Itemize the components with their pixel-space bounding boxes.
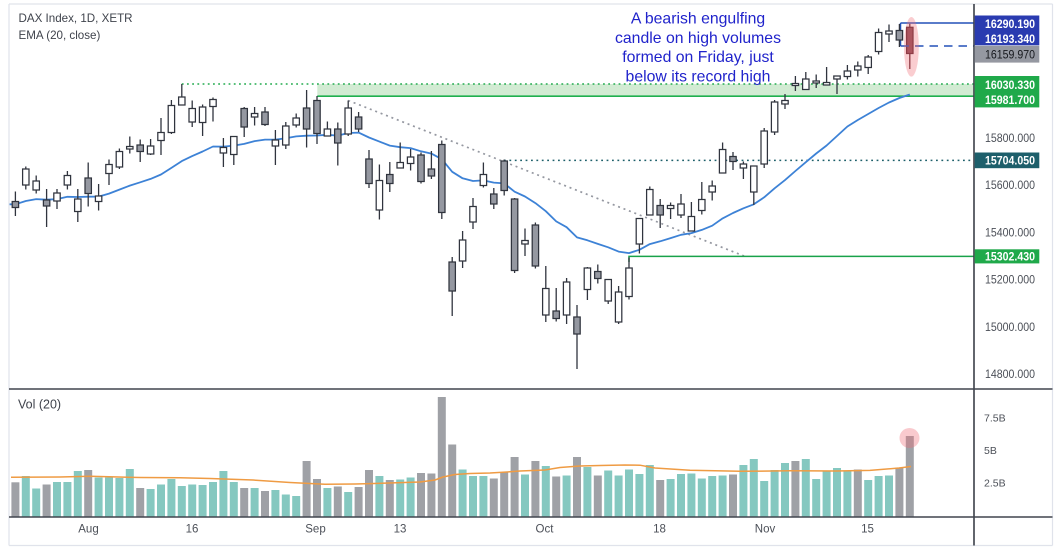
svg-text:15800.000: 15800.000 bbox=[985, 131, 1035, 145]
svg-text:15000.000: 15000.000 bbox=[985, 320, 1035, 334]
svg-text:7.5B: 7.5B bbox=[984, 412, 1006, 424]
svg-text:A bearish engulfing: A bearish engulfing bbox=[631, 11, 765, 28]
svg-text:candle on high volumes: candle on high volumes bbox=[615, 30, 781, 47]
svg-text:15: 15 bbox=[861, 524, 874, 536]
svg-text:14800.000: 14800.000 bbox=[985, 367, 1035, 381]
svg-text:Sep: Sep bbox=[305, 524, 325, 536]
svg-text:Nov: Nov bbox=[755, 524, 776, 536]
svg-text:15981.700: 15981.700 bbox=[985, 93, 1035, 107]
svg-text:15200.000: 15200.000 bbox=[985, 273, 1035, 287]
svg-text:13: 13 bbox=[394, 524, 407, 536]
svg-text:below its record high: below its record high bbox=[626, 68, 771, 85]
svg-text:2.5B: 2.5B bbox=[984, 478, 1006, 490]
svg-text:16193.340: 16193.340 bbox=[985, 32, 1035, 46]
svg-text:Oct: Oct bbox=[536, 524, 555, 536]
svg-text:15400.000: 15400.000 bbox=[985, 225, 1035, 239]
svg-text:Aug: Aug bbox=[78, 524, 98, 536]
svg-text:DAX Index, 1D, XETR: DAX Index, 1D, XETR bbox=[19, 12, 133, 25]
svg-text:16290.190: 16290.190 bbox=[985, 17, 1035, 31]
svg-text:15302.430: 15302.430 bbox=[985, 250, 1035, 264]
svg-text:16: 16 bbox=[186, 524, 199, 536]
svg-text:15600.000: 15600.000 bbox=[985, 178, 1035, 192]
svg-text:formed on Friday, just: formed on Friday, just bbox=[622, 49, 774, 66]
svg-text:5B: 5B bbox=[984, 445, 997, 457]
svg-text:15704.050: 15704.050 bbox=[985, 154, 1035, 168]
svg-text:Vol (20): Vol (20) bbox=[18, 398, 61, 412]
svg-text:EMA (20, close): EMA (20, close) bbox=[19, 29, 101, 42]
svg-text:16030.330: 16030.330 bbox=[985, 78, 1035, 92]
svg-text:16159.970: 16159.970 bbox=[985, 47, 1035, 61]
svg-text:18: 18 bbox=[653, 524, 666, 536]
